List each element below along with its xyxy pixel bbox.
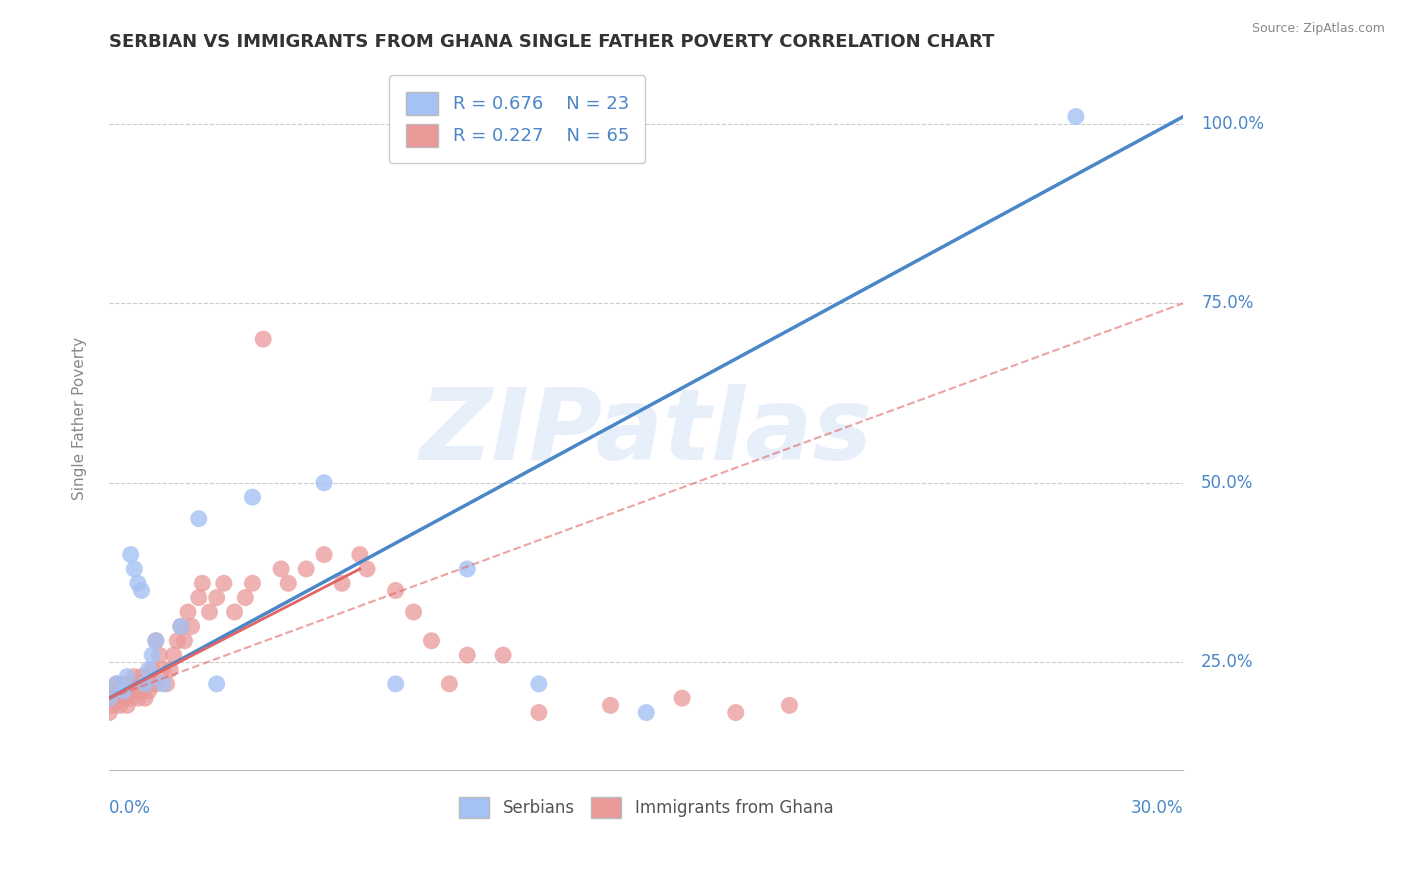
Point <box>148 648 170 662</box>
Point <box>127 576 149 591</box>
Point <box>108 698 131 713</box>
Point <box>212 576 235 591</box>
Point <box>105 691 128 706</box>
Point <box>492 648 515 662</box>
Point <box>98 691 121 706</box>
Text: 100.0%: 100.0% <box>1201 115 1264 133</box>
Point <box>356 562 378 576</box>
Point <box>101 684 124 698</box>
Point <box>105 677 128 691</box>
Point <box>131 670 153 684</box>
Point <box>124 684 146 698</box>
Point <box>636 706 658 720</box>
Point <box>724 706 747 720</box>
Point <box>312 548 335 562</box>
Legend: Serbians, Immigrants from Ghana: Serbians, Immigrants from Ghana <box>453 790 839 825</box>
Point <box>152 677 174 691</box>
Point <box>120 691 142 706</box>
Point <box>145 677 167 691</box>
Point <box>134 691 156 706</box>
Point <box>456 562 478 576</box>
Point <box>138 663 160 677</box>
Point <box>233 591 256 605</box>
Text: SERBIAN VS IMMIGRANTS FROM GHANA SINGLE FATHER POVERTY CORRELATION CHART: SERBIAN VS IMMIGRANTS FROM GHANA SINGLE … <box>110 33 994 51</box>
Point <box>170 619 193 633</box>
Point <box>384 677 406 691</box>
Text: Single Father Poverty: Single Father Poverty <box>72 336 87 500</box>
Point <box>384 583 406 598</box>
Point <box>527 677 550 691</box>
Point <box>134 677 156 691</box>
Point <box>112 677 135 691</box>
Point <box>98 706 121 720</box>
Text: 0.0%: 0.0% <box>110 798 150 817</box>
Point <box>138 684 160 698</box>
Point <box>191 576 214 591</box>
Point <box>145 633 167 648</box>
Point <box>141 663 163 677</box>
Point <box>115 684 138 698</box>
Point <box>439 677 461 691</box>
Text: 75.0%: 75.0% <box>1201 294 1254 312</box>
Point <box>112 684 135 698</box>
Point <box>138 670 160 684</box>
Point <box>163 648 186 662</box>
Point <box>134 677 156 691</box>
Point <box>252 332 274 346</box>
Point <box>224 605 246 619</box>
Point <box>330 576 353 591</box>
Point <box>98 691 121 706</box>
Point <box>115 670 138 684</box>
Point <box>242 490 264 504</box>
Text: ZIPatlas: ZIPatlas <box>420 384 873 481</box>
Text: 25.0%: 25.0% <box>1201 653 1254 672</box>
Text: 30.0%: 30.0% <box>1130 798 1184 817</box>
Point <box>198 605 221 619</box>
Point <box>177 605 200 619</box>
Point <box>420 633 443 648</box>
Point <box>1064 110 1087 124</box>
Text: Source: ZipAtlas.com: Source: ZipAtlas.com <box>1251 22 1385 36</box>
Point <box>173 633 195 648</box>
Point <box>145 633 167 648</box>
Point <box>131 684 153 698</box>
Point <box>127 691 149 706</box>
Point <box>166 633 188 648</box>
Point <box>155 677 177 691</box>
Point <box>599 698 621 713</box>
Point <box>101 698 124 713</box>
Point <box>124 670 146 684</box>
Point <box>456 648 478 662</box>
Text: 50.0%: 50.0% <box>1201 474 1254 491</box>
Point <box>242 576 264 591</box>
Point <box>152 663 174 677</box>
Point <box>105 677 128 691</box>
Point <box>159 663 181 677</box>
Point <box>312 475 335 490</box>
Point <box>115 698 138 713</box>
Point <box>141 648 163 662</box>
Point <box>187 511 209 525</box>
Point <box>205 591 228 605</box>
Point <box>295 562 318 576</box>
Point <box>108 684 131 698</box>
Point <box>131 583 153 598</box>
Point <box>402 605 425 619</box>
Point <box>187 591 209 605</box>
Point <box>120 677 142 691</box>
Point <box>205 677 228 691</box>
Point <box>120 548 142 562</box>
Point <box>127 677 149 691</box>
Point <box>141 677 163 691</box>
Point <box>277 576 299 591</box>
Point <box>170 619 193 633</box>
Point <box>779 698 801 713</box>
Point <box>671 691 693 706</box>
Point <box>124 562 146 576</box>
Point <box>180 619 202 633</box>
Point <box>112 691 135 706</box>
Point <box>270 562 292 576</box>
Point <box>349 548 371 562</box>
Point <box>527 706 550 720</box>
